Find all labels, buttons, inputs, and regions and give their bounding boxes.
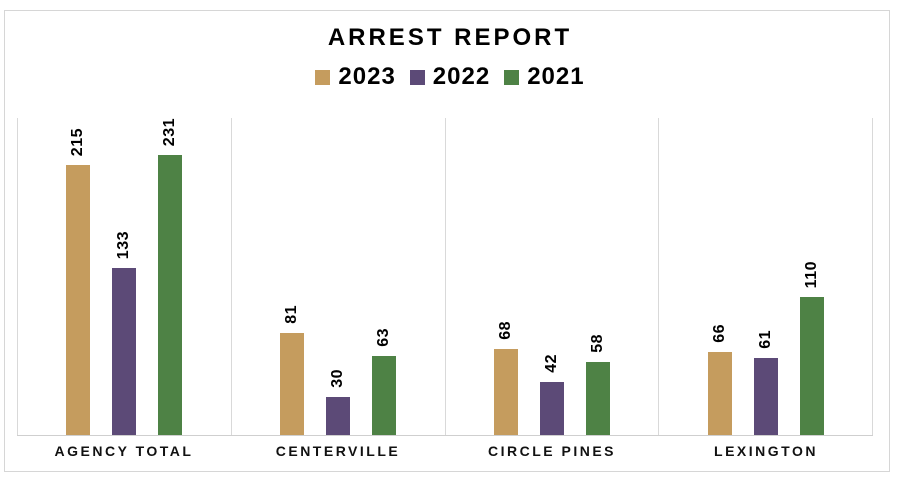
bar-2021 bbox=[158, 155, 183, 435]
category-label: LEXINGTON bbox=[714, 443, 818, 459]
legend-item-2022: 2022 bbox=[409, 63, 491, 91]
category-label: CENTERVILLE bbox=[275, 443, 401, 459]
bar-2023 bbox=[707, 352, 732, 435]
legend-label: 2022 bbox=[432, 63, 491, 90]
bar-2023 bbox=[493, 349, 518, 435]
legend: 2023 2022 2021 bbox=[0, 63, 900, 91]
bar-value-label: 58 bbox=[588, 334, 606, 353]
bar-cell: 30 bbox=[326, 118, 351, 435]
bar-value-label: 61 bbox=[756, 330, 774, 349]
legend-label: 2021 bbox=[527, 63, 585, 90]
bar-2022 bbox=[326, 397, 351, 435]
bar-cell: 61 bbox=[753, 118, 778, 435]
bar-2022 bbox=[753, 358, 778, 435]
bar-cell: 42 bbox=[539, 118, 564, 435]
bar-cell: 110 bbox=[799, 118, 824, 435]
bar-2023 bbox=[280, 333, 305, 435]
bar-cell: 68 bbox=[493, 118, 518, 435]
bar-2022 bbox=[112, 268, 137, 435]
bar-value-label: 63 bbox=[375, 328, 393, 347]
bar-value-label: 68 bbox=[496, 321, 514, 340]
bar-2021 bbox=[799, 297, 824, 435]
bar-value-label: 30 bbox=[329, 369, 347, 388]
bar-2023 bbox=[66, 165, 91, 435]
legend-item-2023: 2023 bbox=[315, 63, 395, 91]
bar-value-label: 66 bbox=[710, 324, 728, 343]
panel-circle-pines: 68 42 58 bbox=[444, 118, 659, 435]
panel-centerville: 81 30 63 bbox=[230, 118, 445, 435]
legend-label: 2023 bbox=[338, 63, 396, 90]
category-label: AGENCY TOTAL bbox=[54, 443, 194, 459]
bar-2021 bbox=[585, 362, 610, 435]
panel-lexington: 66 61 110 bbox=[658, 118, 873, 435]
chart-frame-border bbox=[4, 10, 890, 472]
bar-cell: 63 bbox=[372, 118, 397, 435]
bar-value-label: 231 bbox=[161, 118, 179, 147]
plot-area: 215 133 231 81 30 63 68 42 58 66 61 110 bbox=[17, 118, 873, 436]
legend-swatch-icon bbox=[315, 69, 331, 85]
bar-cell: 66 bbox=[707, 118, 732, 435]
legend-item-2021: 2021 bbox=[504, 63, 584, 91]
bar-value-label: 215 bbox=[69, 127, 87, 156]
bar-cell: 133 bbox=[112, 118, 137, 435]
bar-2022 bbox=[539, 382, 564, 435]
bar-value-label: 42 bbox=[542, 354, 560, 373]
bar-cell: 58 bbox=[585, 118, 610, 435]
bar-cell: 215 bbox=[66, 118, 91, 435]
category-label: CIRCLE PINES bbox=[487, 443, 616, 459]
category-axis: AGENCY TOTAL CENTERVILLE CIRCLE PINES LEXIN… bbox=[17, 443, 873, 459]
bar-value-label: 81 bbox=[283, 305, 301, 324]
legend-swatch-icon bbox=[409, 69, 425, 85]
panel-agency-total: 215 133 231 bbox=[17, 118, 231, 435]
bar-value-label: 133 bbox=[115, 230, 133, 259]
chart-title: ARREST REPORT bbox=[327, 24, 573, 51]
bar-value-label: 110 bbox=[802, 260, 820, 288]
legend-swatch-icon bbox=[504, 69, 520, 85]
bar-cell: 81 bbox=[280, 118, 305, 435]
bar-cell: 231 bbox=[158, 118, 183, 435]
bar-2021 bbox=[372, 356, 397, 435]
